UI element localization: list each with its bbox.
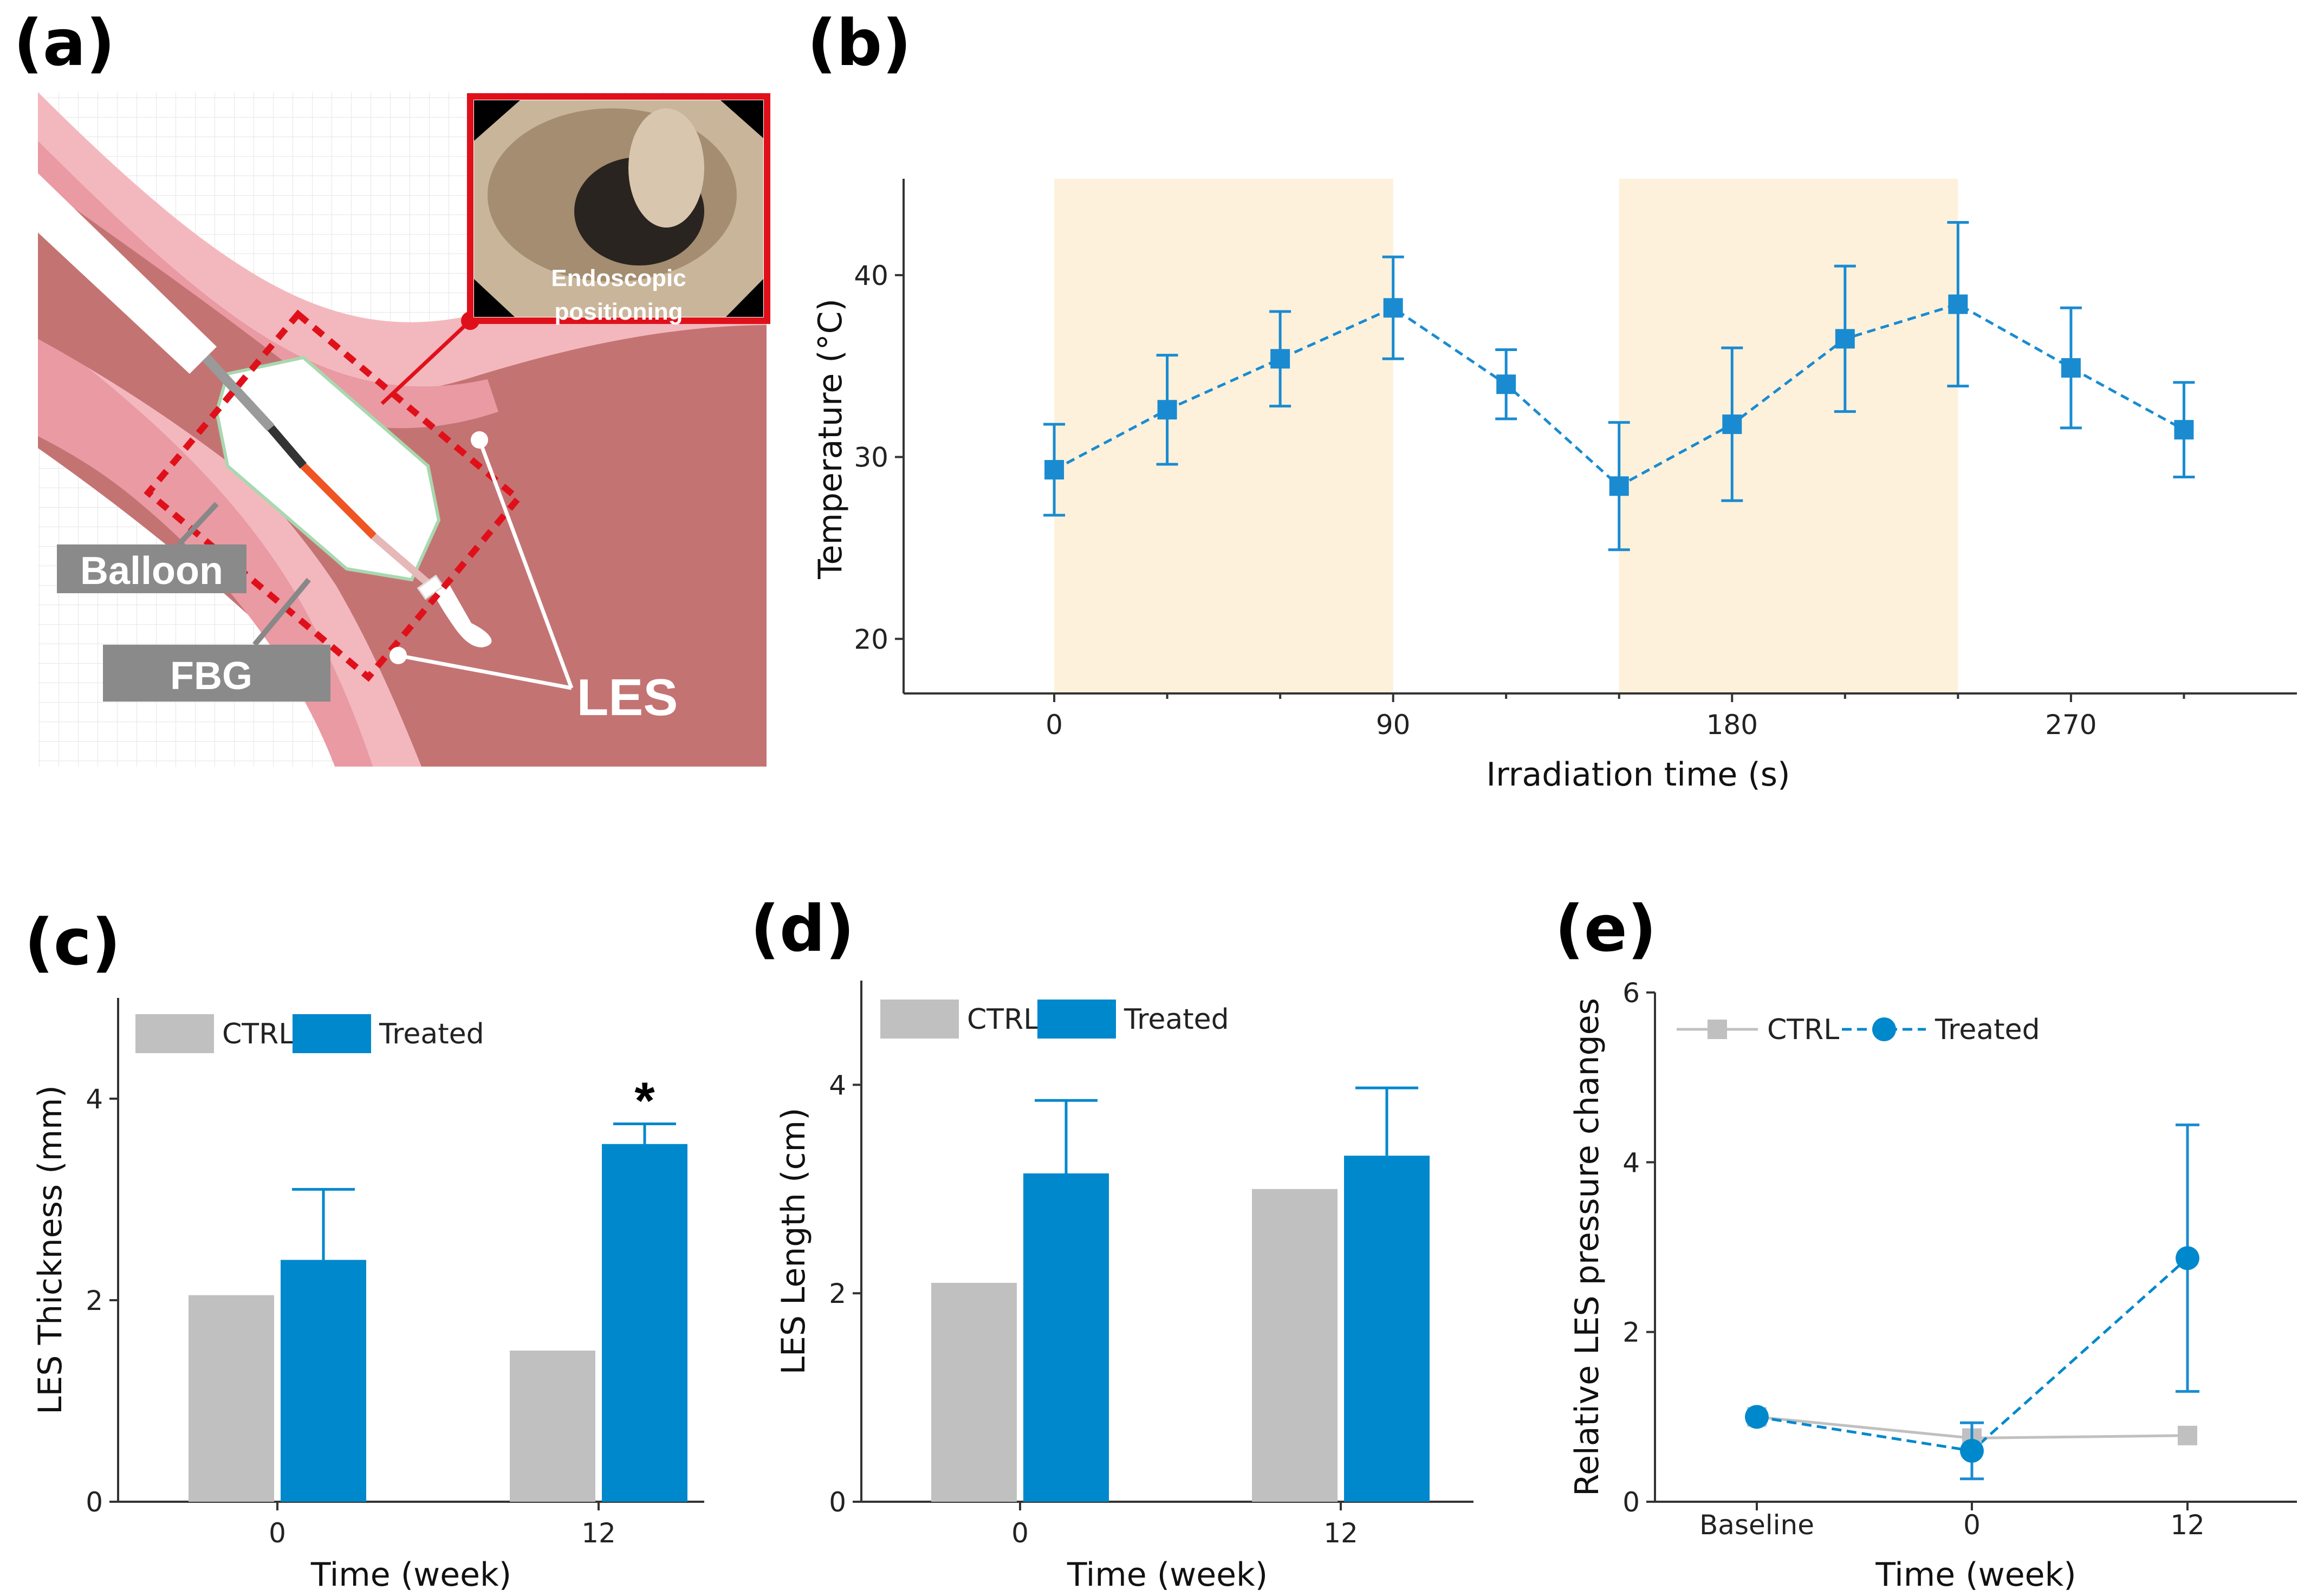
treated-point <box>1745 1405 1769 1429</box>
data-point <box>2174 420 2194 440</box>
panel-a-label: (a) <box>14 5 115 80</box>
legend-swatch-treated <box>293 1014 371 1053</box>
y-tick-label: 20 <box>854 624 888 655</box>
chart-d: 0 2 4 0 12 CTRL Treated Time (week) LES Length (… <box>775 981 1473 1594</box>
treated-point <box>2176 1246 2199 1270</box>
y-tick-label: 0 <box>1622 1487 1640 1518</box>
panel-c-label: (c) <box>24 905 121 979</box>
data-point <box>1157 400 1177 420</box>
y-axis-title: Temperature (°C) <box>812 299 849 580</box>
ctrl-point <box>2178 1425 2197 1445</box>
bar-treated <box>281 1260 366 1502</box>
panel-c: (c) 0 2 4 0 12 * CTRL Treated Time (week) LES Thi… <box>24 905 704 1594</box>
y-axis-title: LES Length (cm) <box>775 1108 813 1375</box>
inset-caption-line2: positioning <box>554 299 683 325</box>
x-axis-title: Time (week) <box>1067 1556 1268 1594</box>
panel-d: (d) 0 2 4 0 12 CTRL Treated Time (week) LES Leng… <box>750 891 1473 1594</box>
y-axis-title: Relative LES pressure changes <box>1568 998 1606 1496</box>
x-tick-label: Baseline <box>1699 1509 1814 1541</box>
x-axis-title: Irradiation time (s) <box>1486 756 1790 794</box>
x-tick-label: 0 <box>269 1517 286 1549</box>
y-tick-label: 2 <box>86 1285 103 1316</box>
data-point <box>1835 329 1855 349</box>
data-point <box>1496 374 1516 394</box>
legend-marker-treated <box>1872 1017 1896 1041</box>
bar-ctrl <box>189 1295 274 1502</box>
legend-label-ctrl: CTRL <box>1767 1014 1839 1046</box>
x-axis-title: Time (week) <box>310 1556 511 1594</box>
data-point <box>1270 349 1290 369</box>
bar-ctrl <box>1252 1189 1338 1502</box>
panel-e: (e) 0 2 4 6 Baseline 0 12 CTRL Treated Time (week… <box>1555 891 2297 1594</box>
y-tick-label: 2 <box>1622 1317 1640 1348</box>
bar-treated <box>1023 1173 1109 1502</box>
y-tick-label: 0 <box>86 1487 103 1518</box>
x-tick-label: 270 <box>2045 709 2096 741</box>
y-tick-label: 6 <box>1622 977 1640 1009</box>
legend-label-treated: Treated <box>1124 1003 1229 1036</box>
panel-b-label: (b) <box>807 5 911 80</box>
data-point <box>1383 298 1403 318</box>
chart-c: 0 2 4 0 12 * CTRL Treated Time (week) LES Thickne… <box>31 998 704 1594</box>
data-point <box>1722 414 1742 434</box>
legend-label-treated: Treated <box>1935 1014 2040 1046</box>
chart-e: 0 2 4 6 Baseline 0 12 CTRL Treated Time (week) Rel… <box>1568 977 2297 1594</box>
legend-marker-ctrl <box>1708 1020 1727 1039</box>
significance-marker: * <box>634 1072 655 1130</box>
y-tick-label: 4 <box>1622 1147 1640 1178</box>
x-tick-label: 12 <box>581 1517 616 1549</box>
panel-e-label: (e) <box>1555 891 1657 966</box>
y-tick-label: 30 <box>854 442 888 473</box>
legend-label-ctrl: CTRL <box>222 1018 294 1050</box>
x-tick-label: 12 <box>1323 1517 1358 1549</box>
panel-d-label: (d) <box>750 891 854 966</box>
bar-treated <box>602 1144 687 1502</box>
balloon-label: Balloon <box>80 549 223 593</box>
irradiation-period-2 <box>1619 179 1958 693</box>
data-point <box>2061 358 2081 378</box>
panel-a: (a) <box>14 5 770 767</box>
y-tick-label: 4 <box>829 1069 846 1101</box>
data-point <box>1609 476 1629 496</box>
endoscopic-inset: Endoscopic positioning <box>467 93 770 325</box>
bar-ctrl <box>510 1351 595 1502</box>
y-tick-label: 4 <box>86 1084 103 1115</box>
y-tick-label: 0 <box>829 1487 846 1518</box>
data-point <box>1044 460 1064 480</box>
x-tick-label: 0 <box>1963 1509 1981 1541</box>
legend-swatch-ctrl <box>880 1000 959 1039</box>
panel-b: (b) 20 30 40 0 90 180 270 Irradiation time (s) T… <box>807 5 2297 794</box>
region-of-interest <box>144 309 523 682</box>
y-tick-label: 2 <box>829 1278 846 1309</box>
bar-ctrl <box>931 1282 1017 1502</box>
x-axis-title: Time (week) <box>1875 1556 2076 1594</box>
x-tick-label: 0 <box>1046 709 1063 741</box>
x-tick-label: 0 <box>1011 1517 1029 1549</box>
fbg-label: FBG <box>170 654 252 698</box>
y-tick-label: 40 <box>854 260 888 291</box>
legend-label-ctrl: CTRL <box>967 1003 1039 1036</box>
y-axis-title: LES Thickness (mm) <box>31 1085 69 1415</box>
legend-swatch-ctrl <box>135 1014 214 1053</box>
x-tick-label: 90 <box>1376 709 1411 741</box>
legend-label-treated: Treated <box>379 1018 484 1050</box>
treated-point <box>1960 1439 1984 1463</box>
legend-swatch-treated <box>1037 1000 1116 1039</box>
chart-b: 20 30 40 0 90 180 270 Irradiation time (s) Tempe… <box>812 179 2297 794</box>
x-tick-label: 12 <box>2170 1509 2205 1541</box>
x-tick-label: 180 <box>1706 709 1758 741</box>
les-label: LES <box>577 669 678 726</box>
bar-treated <box>1344 1156 1430 1502</box>
irradiation-period-1 <box>1054 179 1393 693</box>
data-point <box>1948 294 1968 314</box>
inset-caption-line1: Endoscopic <box>551 265 686 291</box>
